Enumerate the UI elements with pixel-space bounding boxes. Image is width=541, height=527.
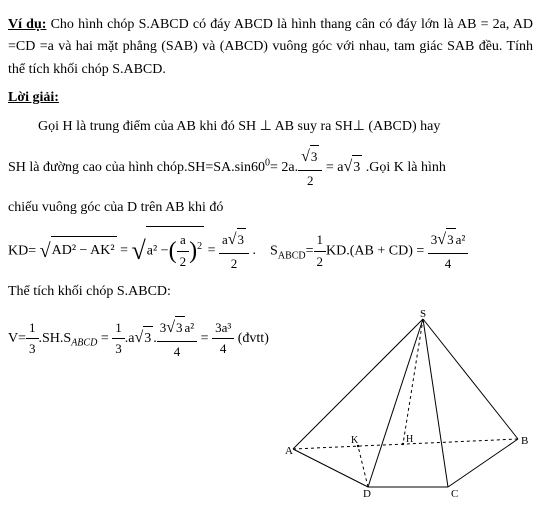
problem-label: Ví dụ:	[8, 17, 46, 32]
unit: (đvtt)	[234, 331, 269, 346]
label-k: K	[351, 435, 359, 446]
solution-label: Lời giải:	[8, 90, 59, 105]
solution-line5: Thể tích khối chóp S.ABCD:	[8, 281, 533, 303]
solution-line1: Gọi H là trung điểm của AB khi đó SH ⊥ A…	[8, 116, 533, 138]
two-a: 2a	[281, 160, 294, 175]
line2-text-a: SH là đường cao của hình chóp.SH=SA.sin6…	[8, 160, 265, 175]
label-a: A	[285, 445, 293, 457]
math-kd: √AD² − AK² = √a² −(a2)2 = a√32 .	[40, 243, 260, 258]
line2-text-c: .Gọi K là hình	[366, 160, 446, 175]
pyramid-diagram: S A B C D K H	[273, 309, 533, 507]
label-d: D	[363, 488, 371, 499]
problem-text: Cho hình chóp S.ABCD có đáy ABCD là hình…	[8, 17, 533, 77]
v-eq: V=	[8, 331, 26, 346]
solution-label-row: Lời giải:	[8, 87, 533, 109]
s-sub: ABCD	[278, 250, 306, 261]
s-label: S	[270, 243, 278, 258]
kd-abcd: KD.(AB + CD)	[326, 243, 413, 258]
label-b: B	[521, 435, 528, 447]
line2-text-b: =	[270, 160, 281, 175]
label-s: S	[420, 309, 426, 320]
solution-line2: SH là đường cao của hình chóp.SH=SA.sin6…	[8, 144, 533, 191]
kd-eq: KD=	[8, 243, 40, 258]
label-c: C	[451, 488, 458, 499]
label-h: H	[406, 434, 413, 445]
sabcd-sub: ABCD	[71, 338, 97, 349]
problem-statement: Ví dụ: Cho hình chóp S.ABCD có đáy ABCD …	[8, 14, 533, 81]
solution-line3: chiếu vuông góc của D trên AB khi đó	[8, 197, 533, 219]
solution-line4: KD= √AD² − AK² = √a² −(a2)2 = a√32 . SAB…	[8, 226, 533, 275]
math-2a-sqrt3-2: 2a.√32 = a√3	[281, 160, 365, 175]
sh-s: .SH.S	[39, 331, 72, 346]
